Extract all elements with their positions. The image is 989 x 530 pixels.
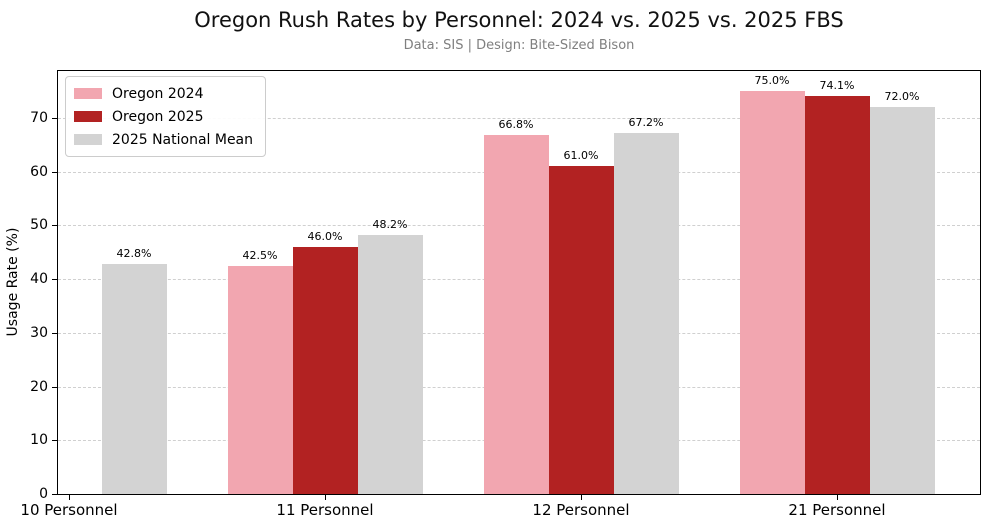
bar-value-label: 42.8% bbox=[116, 246, 152, 260]
y-tick-label: 0 bbox=[39, 486, 48, 502]
legend-item-oregon-2024: Oregon 2024 bbox=[74, 82, 253, 105]
x-tick-label-21-personnel: 21 Personnel bbox=[788, 501, 886, 519]
bar-oregon-2024-11-personnel bbox=[227, 265, 293, 494]
chart-title: Oregon Rush Rates by Personnel: 2024 vs.… bbox=[194, 8, 844, 32]
legend-item-label: 2025 National Mean bbox=[112, 131, 254, 148]
legend-item-label: Oregon 2024 bbox=[112, 85, 204, 102]
bar-value-label: 48.2% bbox=[372, 217, 408, 231]
plot-area: Oregon 2024 Oregon 2025 2025 National Mean… bbox=[57, 70, 981, 495]
y-tick-mark bbox=[52, 279, 57, 280]
legend-swatch bbox=[74, 111, 102, 122]
y-tick-mark bbox=[52, 386, 57, 388]
y-tick-label: 50 bbox=[30, 217, 48, 234]
x-tick-label-11-personnel: 11 Personnel bbox=[276, 501, 374, 519]
x-tick-mark bbox=[837, 495, 838, 500]
bar-oregon-2025-11-personnel bbox=[292, 246, 358, 494]
y-tick-label: 40 bbox=[30, 271, 48, 287]
y-tick-mark bbox=[52, 332, 57, 334]
bar-oregon-2025-12-personnel bbox=[548, 166, 614, 494]
bar-value-label: 74.1% bbox=[819, 78, 855, 92]
bar-value-label: 72.0% bbox=[884, 90, 920, 104]
y-tick-mark bbox=[52, 225, 57, 227]
y-tick-mark bbox=[52, 440, 57, 442]
bar-value-label: 61.0% bbox=[563, 149, 599, 163]
y-tick-label: 60 bbox=[30, 163, 48, 180]
bar-value-label: 75.0% bbox=[754, 73, 790, 87]
y-tick-mark bbox=[52, 117, 57, 119]
y-tick-label: 10 bbox=[30, 432, 48, 449]
chart-subtitle: Data: SIS | Design: Bite-Sized Bison bbox=[403, 38, 635, 53]
bar-value-label: 42.5% bbox=[242, 248, 278, 262]
legend-swatch bbox=[74, 134, 102, 145]
bar-value-label: 46.0% bbox=[307, 229, 343, 243]
gridline-y70 bbox=[58, 117, 980, 119]
legend-item-oregon-2025: Oregon 2025 bbox=[74, 105, 253, 128]
bar-value-label: 67.2% bbox=[628, 115, 664, 129]
bar-oregon-2024-12-personnel bbox=[483, 134, 549, 494]
legend-swatch bbox=[74, 88, 102, 99]
y-tick-mark bbox=[52, 171, 57, 173]
x-tick-mark bbox=[69, 495, 70, 500]
x-tick-mark bbox=[325, 495, 326, 500]
bar-value-label: 66.8% bbox=[498, 117, 534, 131]
legend-item-label: Oregon 2025 bbox=[112, 108, 204, 125]
bar-2025-national-mean-21-personnel bbox=[869, 107, 935, 494]
y-tick-label: 20 bbox=[30, 378, 48, 395]
x-tick-label-12-personnel: 12 Personnel bbox=[532, 501, 630, 519]
bar-2025-national-mean-10-personnel bbox=[101, 263, 167, 494]
y-tick-mark bbox=[52, 494, 57, 495]
bar-2025-national-mean-11-personnel bbox=[357, 234, 423, 494]
legend-item-2025-national-mean: 2025 National Mean bbox=[74, 128, 253, 151]
bar-2025-national-mean-12-personnel bbox=[613, 132, 679, 494]
y-tick-label: 30 bbox=[30, 324, 48, 341]
bar-oregon-2025-21-personnel bbox=[804, 95, 870, 494]
legend: Oregon 2024 Oregon 2025 2025 National Mean bbox=[65, 76, 267, 157]
x-tick-mark bbox=[581, 495, 582, 500]
bar-oregon-2024-21-personnel bbox=[739, 90, 805, 494]
y-tick-label: 70 bbox=[30, 109, 48, 126]
x-tick-label-10-personnel: 10 Personnel bbox=[20, 501, 118, 519]
